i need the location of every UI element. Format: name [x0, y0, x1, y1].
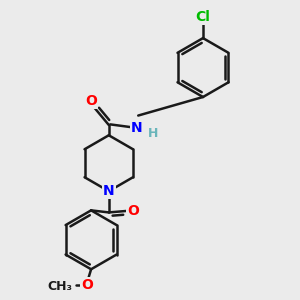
Text: Cl: Cl	[196, 10, 210, 24]
Text: O: O	[85, 94, 97, 108]
Text: H: H	[148, 127, 158, 140]
Text: O: O	[81, 278, 93, 292]
Text: CH₃: CH₃	[48, 280, 73, 292]
Text: O: O	[127, 204, 139, 218]
Text: N: N	[103, 184, 115, 198]
Text: N: N	[131, 121, 142, 135]
